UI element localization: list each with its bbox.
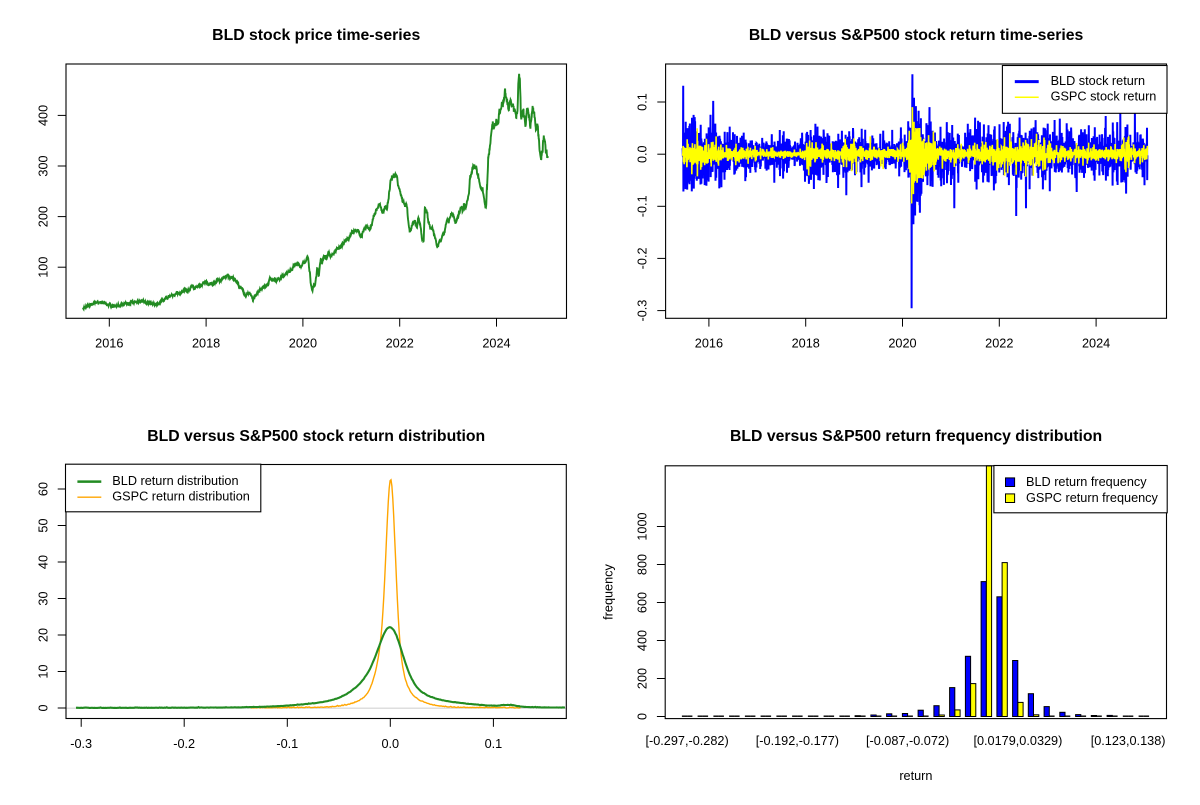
svg-text:40: 40 [36, 555, 50, 569]
svg-text:-0.1: -0.1 [635, 195, 649, 217]
svg-text:2020: 2020 [888, 337, 916, 351]
svg-text:0: 0 [635, 713, 649, 720]
svg-text:BLD return frequency: BLD return frequency [1026, 475, 1147, 489]
svg-text:0.1: 0.1 [485, 737, 503, 751]
svg-text:400: 400 [36, 105, 50, 126]
svg-text:30: 30 [36, 591, 50, 605]
svg-text:BLD return distribution: BLD return distribution [112, 474, 238, 488]
svg-text:200: 200 [635, 668, 649, 689]
svg-text:1000: 1000 [635, 512, 649, 540]
svg-text:400: 400 [635, 630, 649, 651]
svg-text:100: 100 [36, 257, 50, 278]
svg-text:2022: 2022 [985, 337, 1013, 351]
svg-text:[0.0179,0.0329): [0.0179,0.0329) [973, 734, 1062, 748]
svg-text:60: 60 [36, 482, 50, 496]
svg-text:10: 10 [36, 664, 50, 678]
svg-text:-0.3: -0.3 [635, 300, 649, 322]
svg-text:2022: 2022 [386, 337, 414, 351]
svg-text:0: 0 [36, 704, 50, 711]
svg-text:frequency: frequency [602, 563, 616, 619]
svg-text:[-0.192,-0.177): [-0.192,-0.177) [756, 734, 839, 748]
svg-text:2024: 2024 [1082, 337, 1110, 351]
svg-text:BLD versus S&P500 return frequ: BLD versus S&P500 return frequency distr… [730, 428, 1102, 445]
svg-text:-0.2: -0.2 [173, 737, 195, 751]
svg-text:300: 300 [36, 155, 50, 176]
svg-text:BLD stock price time-series: BLD stock price time-series [212, 27, 420, 44]
svg-text:0.1: 0.1 [635, 93, 649, 111]
svg-text:2018: 2018 [792, 337, 820, 351]
svg-text:2018: 2018 [192, 337, 220, 351]
svg-text:[0.123,0.138): [0.123,0.138) [1091, 734, 1166, 748]
svg-text:-0.1: -0.1 [276, 737, 298, 751]
svg-text:[-0.297,-0.282): [-0.297,-0.282) [645, 734, 728, 748]
svg-text:-0.3: -0.3 [70, 737, 92, 751]
svg-text:return: return [899, 769, 932, 783]
svg-text:2020: 2020 [289, 337, 317, 351]
svg-text:2024: 2024 [482, 337, 510, 351]
svg-text:GSPC return distribution: GSPC return distribution [112, 490, 250, 504]
svg-text:600: 600 [635, 592, 649, 613]
svg-text:50: 50 [36, 518, 50, 532]
svg-text:2016: 2016 [695, 337, 723, 351]
svg-text:20: 20 [36, 628, 50, 642]
svg-text:200: 200 [36, 206, 50, 227]
svg-text:BLD stock return: BLD stock return [1051, 74, 1146, 88]
svg-text:GSPC return frequency: GSPC return frequency [1026, 491, 1159, 505]
svg-text:GSPC stock return: GSPC stock return [1051, 90, 1157, 104]
svg-text:2016: 2016 [95, 337, 123, 351]
svg-text:BLD versus S&P500 stock return: BLD versus S&P500 stock return distribut… [147, 428, 485, 445]
svg-text:0.0: 0.0 [381, 737, 399, 751]
svg-text:0.0: 0.0 [635, 145, 649, 163]
svg-text:[-0.087,-0.072): [-0.087,-0.072) [866, 734, 949, 748]
svg-text:-0.2: -0.2 [635, 247, 649, 269]
svg-text:800: 800 [635, 554, 649, 575]
svg-text:BLD versus S&P500 stock return: BLD versus S&P500 stock return time-seri… [749, 27, 1084, 44]
